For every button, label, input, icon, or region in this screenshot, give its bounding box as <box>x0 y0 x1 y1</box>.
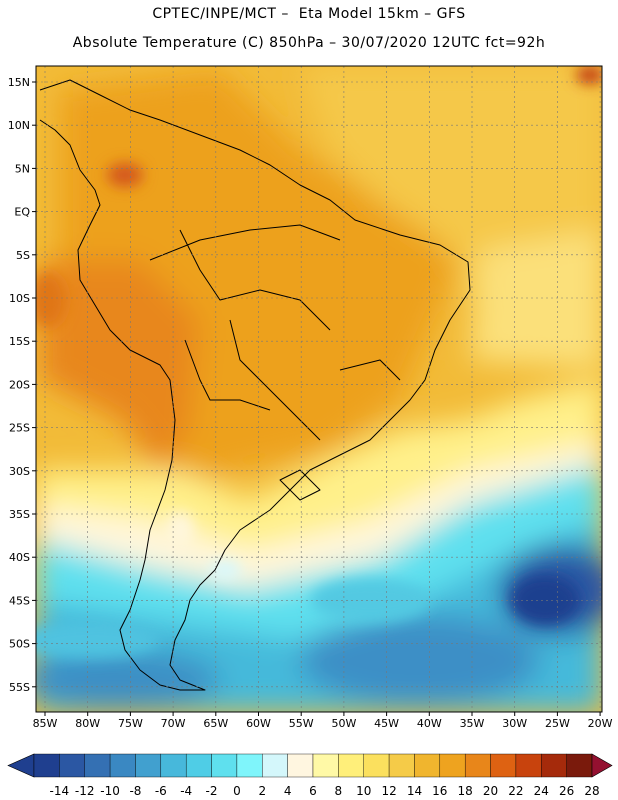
colorbar-swatch <box>211 753 238 778</box>
colorbar-label: 8 <box>335 784 343 798</box>
latitude-label: 10N <box>8 119 30 132</box>
longitude-label: 30W <box>502 717 527 730</box>
colorbar-swatch <box>262 753 288 778</box>
temperature-field <box>36 66 602 712</box>
colorbar-swatch <box>312 753 339 778</box>
colorbar-label: 4 <box>284 784 292 798</box>
colorbar-label: 14 <box>407 784 422 798</box>
colorbar-label: -6 <box>155 784 167 798</box>
map-frame <box>35 65 603 713</box>
colorbar-labels: -14 -12 -10 -8 -6 -4 -2 0 2 4 6 8 10 12 14 16 18 20 22 24 26… <box>50 784 600 798</box>
latitude-label: 15N <box>8 76 30 89</box>
colorbar-label: 28 <box>584 784 599 798</box>
latitude-label: 15S <box>9 335 30 348</box>
colorbar-swatch <box>515 753 542 778</box>
colorbar-label: 12 <box>381 784 396 798</box>
colorbar-swatch <box>236 753 263 778</box>
latitude-label: 40S <box>9 551 30 564</box>
colorbar-swatch <box>338 753 364 778</box>
colorbar-label: 26 <box>559 784 574 798</box>
colorbar-swatch <box>566 753 593 778</box>
latitude-labels: 15N 10N 5N EQ 5S 10S 15S 20S 25S 30S 35S 40S 45S 50S 5… <box>8 76 36 694</box>
latitude-label: 50S <box>9 638 30 651</box>
latitude-label: 10S <box>9 292 30 305</box>
colorbar-label: 0 <box>233 784 241 798</box>
colorbar-arrow-high <box>591 753 613 778</box>
latitude-label: 5N <box>15 162 30 175</box>
colorbar-swatch <box>287 753 314 778</box>
longitude-label: 70W <box>161 717 186 730</box>
colorbar-label: -12 <box>75 784 95 798</box>
longitude-label: 55W <box>289 717 314 730</box>
colorbar-swatch <box>388 753 415 778</box>
longitude-label: 25W <box>545 717 570 730</box>
colorbar-label: 18 <box>458 784 473 798</box>
latitude-label: 20S <box>9 378 30 391</box>
colorbar-swatch <box>109 753 136 778</box>
latitude-label: 55S <box>9 681 30 694</box>
longitude-label: 65W <box>203 717 228 730</box>
colorbar-swatch <box>160 753 187 778</box>
latitude-label: 5S <box>16 249 30 262</box>
longitude-label: 35W <box>460 717 485 730</box>
latitude-label: 35S <box>9 508 30 521</box>
colorbar-swatch <box>439 753 466 778</box>
colorbar-label: 6 <box>309 784 317 798</box>
colorbar-label: 10 <box>356 784 371 798</box>
colorbar-label: -4 <box>180 784 192 798</box>
colorbar-swatch <box>363 753 390 778</box>
colorbar-label: -2 <box>206 784 218 798</box>
colorbar-label: -14 <box>50 784 70 798</box>
longitude-label: 60W <box>246 717 271 730</box>
coastline <box>39 79 471 691</box>
latitude-label: 45S <box>9 594 30 607</box>
map-title-line-1: CPTEC/INPE/MCT – Eta Model 15km – GFS <box>152 6 466 22</box>
colorbar-swatch <box>490 753 517 778</box>
longitude-label: 45W <box>374 717 399 730</box>
longitude-label: 20W <box>588 717 613 730</box>
colorbar-swatch <box>33 753 60 778</box>
colorbar-label: 20 <box>483 784 498 798</box>
colorbar-label: -10 <box>100 784 120 798</box>
colorbar-swatch <box>464 753 491 778</box>
latitude-label: 25S <box>9 422 30 435</box>
colorbar-swatch <box>414 753 441 778</box>
colorbar-swatch <box>541 753 567 778</box>
graticule <box>36 66 602 712</box>
colorbar <box>7 753 613 778</box>
longitude-label: 50W <box>331 717 356 730</box>
longitude-label: 40W <box>417 717 442 730</box>
longitude-label: 80W <box>75 717 100 730</box>
colorbar-arrow-low <box>7 753 35 778</box>
colorbar-swatch <box>185 753 212 778</box>
longitude-label: 85W <box>33 717 58 730</box>
colorbar-swatch <box>135 753 162 778</box>
colorbar-label: 24 <box>534 784 549 798</box>
colorbar-label: 2 <box>258 784 266 798</box>
latitude-label: 30S <box>9 465 30 478</box>
longitude-labels: 85W 80W 75W 70W 65W 60W 55W 50W 45W 40W 35W 30W 25W 2… <box>33 712 613 730</box>
colorbar-label: 22 <box>508 784 523 798</box>
colorbar-label: -8 <box>129 784 141 798</box>
latitude-label: EQ <box>14 206 30 219</box>
longitude-label: 75W <box>118 717 143 730</box>
colorbar-label: 16 <box>432 784 447 798</box>
colorbar-swatch <box>84 753 111 778</box>
colorbar-swatch <box>59 753 85 778</box>
map-title-line-2: Absolute Temperature (C) 850hPa – 30/07/… <box>72 35 546 51</box>
